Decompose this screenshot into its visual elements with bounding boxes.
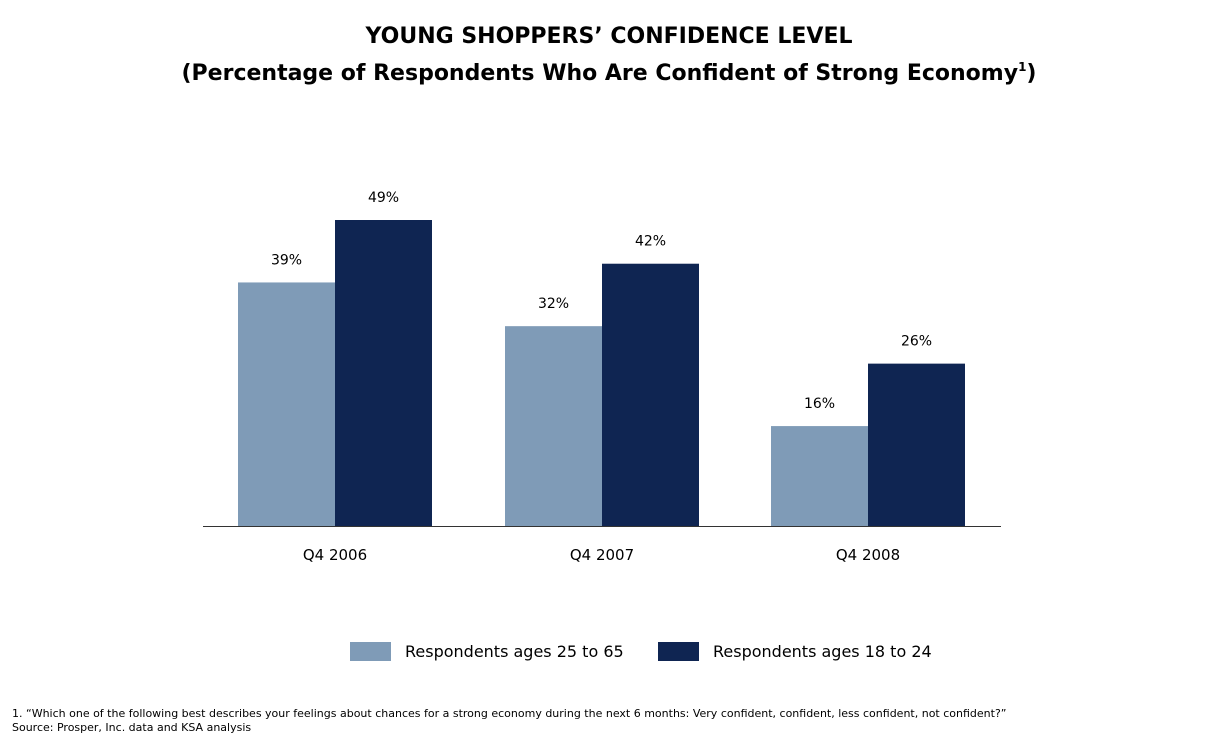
chart-title-line-1: YOUNG SHOPPERS’ CONFIDENCE LEVEL — [365, 24, 853, 49]
data-label-ages-18-24-0: 49% — [368, 190, 399, 206]
footnote-source: Source: Prosper, Inc. data and KSA analy… — [12, 721, 252, 734]
legend-swatch-ages-18-24 — [658, 641, 699, 661]
chart-title: YOUNG SHOPPERS’ CONFIDENCE LEVEL (Percen… — [0, 22, 1218, 89]
bar-ages-18-24-1 — [602, 263, 699, 526]
data-label-ages-25-65-1: 32% — [538, 296, 569, 312]
chart-title-line-2: (Percentage of Respondents Who Are Confi… — [0, 52, 1218, 89]
chart-subtitle-close: ) — [1026, 61, 1037, 86]
bar-ages-25-65-0 — [238, 282, 335, 526]
legend-label-ages-18-24: Respondents ages 18 to 24 — [713, 641, 932, 661]
data-label-ages-18-24-2: 26% — [901, 334, 932, 350]
data-label-ages-18-24-1: 42% — [635, 234, 666, 250]
category-label-1: Q4 2007 — [570, 546, 634, 564]
legend: Respondents ages 25 to 65 Respondents ag… — [0, 640, 1218, 662]
footnote-marker: 1 — [1018, 60, 1027, 74]
bar-ages-18-24-2 — [868, 363, 965, 526]
category-label-0: Q4 2006 — [303, 546, 367, 564]
data-label-ages-25-65-0: 39% — [271, 252, 302, 268]
legend-swatch-ages-25-65 — [350, 641, 391, 661]
bar-ages-25-65-2 — [771, 426, 868, 526]
bar-ages-25-65-1 — [505, 326, 602, 526]
legend-label-ages-25-65: Respondents ages 25 to 65 — [405, 641, 624, 661]
bar-ages-18-24-0 — [335, 220, 432, 526]
data-label-ages-25-65-2: 16% — [804, 396, 835, 412]
footnote: 1. “Which one of the following best desc… — [12, 707, 1006, 735]
category-label-2: Q4 2008 — [836, 546, 900, 564]
chart-subtitle-text: (Percentage of Respondents Who Are Confi… — [181, 61, 1019, 86]
legend-item-ages-25-65: Respondents ages 25 to 65 — [350, 640, 624, 662]
footnote-question: 1. “Which one of the following best desc… — [12, 707, 1007, 720]
legend-item-ages-18-24: Respondents ages 18 to 24 — [658, 640, 932, 662]
